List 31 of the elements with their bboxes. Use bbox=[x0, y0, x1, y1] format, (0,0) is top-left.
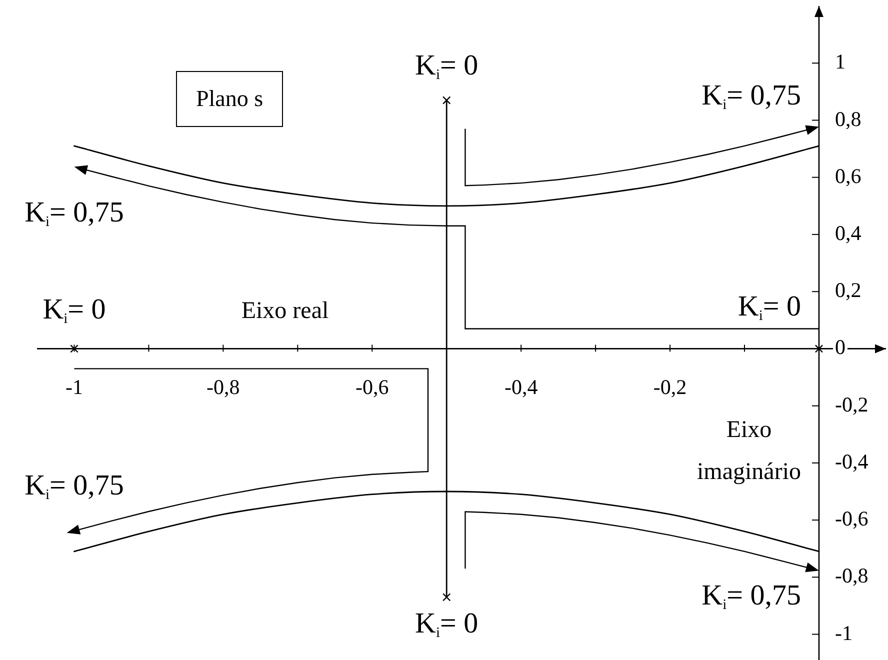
y-tick-label: 0,6 bbox=[834, 164, 862, 188]
x-tick-label: -0,4 bbox=[504, 375, 538, 400]
annotation: K$_{i}$= 0,75 bbox=[24, 196, 124, 230]
annotation: K$_{i}$= 0 bbox=[738, 290, 801, 324]
y-tick-label: -0,2 bbox=[834, 392, 868, 416]
annotation: K$_{i}$= 0 bbox=[415, 50, 478, 84]
x-tick-label: -1 bbox=[65, 375, 83, 400]
y-tick-label: 0,2 bbox=[834, 278, 862, 302]
x-axis-title: Eixo real bbox=[241, 298, 329, 324]
annotation: K$_{i}$= 0,75 bbox=[702, 580, 801, 614]
annotation: K$_{i}$= 0 bbox=[42, 293, 106, 327]
y-tick-label: 1 bbox=[834, 50, 846, 74]
y-tick-label: 0,8 bbox=[834, 106, 862, 131]
text: Plano s bbox=[176, 71, 284, 127]
y-tick-label: -0,6 bbox=[834, 506, 868, 531]
annotation: K$_{i}$= 0,75 bbox=[24, 470, 124, 504]
y-axis-title: Eixo imaginário bbox=[696, 416, 802, 487]
y-tick-label: 0,4 bbox=[834, 220, 862, 245]
y-tick-label: -0,8 bbox=[834, 564, 868, 588]
y-tick-label: -1 bbox=[834, 620, 852, 645]
y-tick-label: 0 bbox=[834, 335, 846, 360]
point bbox=[70, 344, 78, 353]
annotation: K$_{i}$= 0 bbox=[415, 608, 478, 641]
x-tick-label: -0,8 bbox=[206, 375, 240, 400]
point bbox=[442, 96, 451, 104]
y-tick-label: -0,4 bbox=[834, 449, 869, 474]
x-tick-label: -0,6 bbox=[356, 375, 389, 400]
point bbox=[442, 593, 451, 602]
annotation: K$_{i}$= 0,75 bbox=[702, 79, 801, 113]
x-tick-label: -0,2 bbox=[653, 375, 687, 400]
point bbox=[814, 344, 824, 353]
